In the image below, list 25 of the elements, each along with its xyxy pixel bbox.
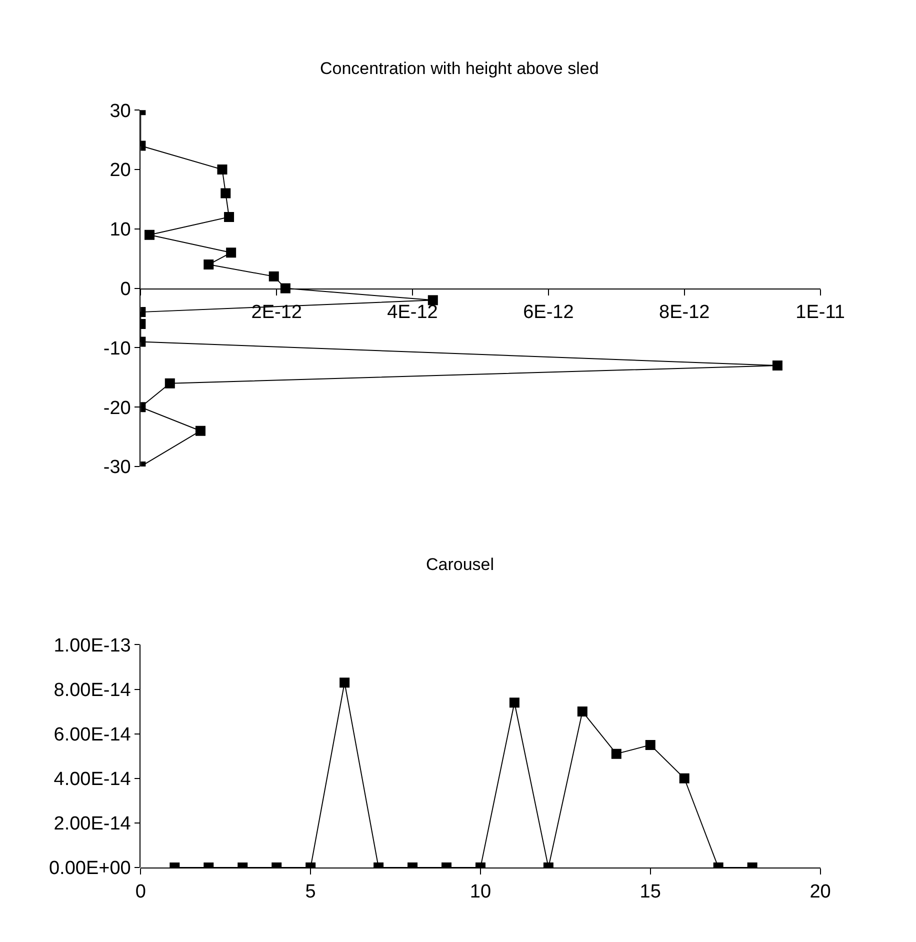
y-tick-label: 20 <box>110 160 131 182</box>
chart-title: Concentration with height above sled <box>320 59 599 78</box>
y-tick-label: 2.00E-14 <box>54 814 132 835</box>
x-tick-label: 5 <box>305 881 316 902</box>
x-tick-label: 8E-12 <box>659 302 710 324</box>
y-tick-label: -30 <box>103 457 131 478</box>
y-tick-label: 8.00E-14 <box>54 680 132 701</box>
y-tick-label: 0 <box>120 278 131 300</box>
x-tick-label: 2E-12 <box>251 302 302 324</box>
y-tick-label: 6.00E-14 <box>54 724 132 746</box>
x-tick-label: 10 <box>470 881 492 902</box>
x-tick-label: 1E-11 <box>796 302 845 324</box>
y-tick-label: 1.00E-13 <box>54 635 131 656</box>
y-tick-label: 4.00E-14 <box>54 769 132 790</box>
x-tick-label: 15 <box>640 881 661 902</box>
x-tick-label: 4E-12 <box>387 302 438 324</box>
y-tick-label: 10 <box>110 220 131 241</box>
y-tick-label: 0.00E+00 <box>48 858 131 880</box>
y-tick-label: 30 <box>110 100 131 122</box>
x-tick-label: 20 <box>810 881 831 902</box>
x-tick-label: 6E-12 <box>523 302 574 324</box>
y-tick-label: -20 <box>103 398 131 419</box>
chart-title: Carousel <box>426 555 494 574</box>
x-tick-label: 0 <box>135 881 146 902</box>
y-tick-label: -10 <box>103 338 131 360</box>
